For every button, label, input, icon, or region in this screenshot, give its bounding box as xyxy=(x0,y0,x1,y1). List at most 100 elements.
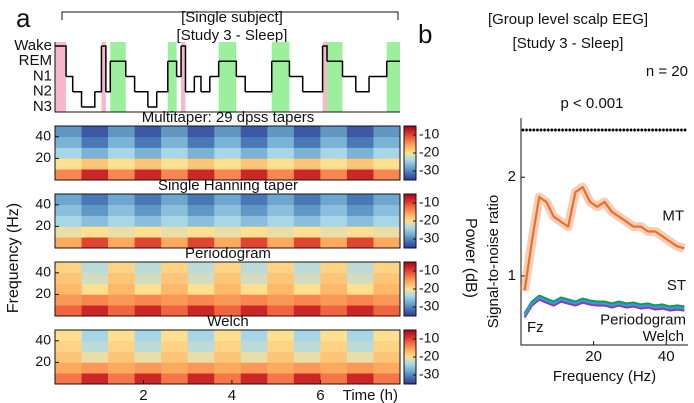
hypnogram-step xyxy=(302,46,324,93)
colorbar-tick-label: -10 xyxy=(419,330,439,346)
heatmap-cell xyxy=(320,262,348,274)
heatmap-cell xyxy=(134,237,162,249)
heatmap-cell xyxy=(267,158,295,170)
heatmap-cell xyxy=(373,158,401,170)
heatmap-cell xyxy=(55,373,82,385)
heatmap-cell xyxy=(240,294,268,306)
heatmap-cell xyxy=(346,204,374,216)
hypnogram-step xyxy=(209,61,220,78)
hypnogram-step xyxy=(271,60,291,77)
hypnogram-step xyxy=(66,75,74,92)
heatmap-cell xyxy=(161,194,188,206)
heatmap-cell xyxy=(81,204,109,216)
heatmap-cell xyxy=(267,340,295,352)
heatmap-cell xyxy=(373,136,401,148)
heatmap-cell xyxy=(373,147,401,159)
heatmap-cell xyxy=(81,194,109,206)
hypnogram-step xyxy=(236,75,246,92)
heatmap-cell xyxy=(55,147,82,159)
heatmap-cell xyxy=(320,272,348,284)
heatmap-cell xyxy=(373,204,401,216)
heatmap-cell xyxy=(293,283,321,295)
heatmap-cell xyxy=(161,272,188,284)
heatmap-cell xyxy=(187,283,215,295)
heatmap-cell xyxy=(320,340,348,352)
heatmap-cell xyxy=(346,305,374,317)
heatmap-cell xyxy=(293,215,321,227)
heatmap-cell xyxy=(373,126,401,138)
heatmap-cell xyxy=(187,330,215,342)
heatmap-cell xyxy=(240,169,268,181)
heatmap-cell xyxy=(373,237,401,249)
heatmap-cell xyxy=(293,169,321,181)
heatmap-cell xyxy=(214,147,242,159)
heatmap-cell xyxy=(55,126,82,138)
heatmap-cell xyxy=(55,351,82,363)
heatmap-cell xyxy=(267,305,295,317)
heatmap-cell xyxy=(373,226,401,238)
x-tick-label: 6 xyxy=(316,387,324,403)
heatmap-cell xyxy=(134,340,162,352)
heatmap-cell xyxy=(134,147,162,159)
heatmap-cell xyxy=(320,362,348,374)
heatmap-cell xyxy=(267,272,295,284)
heatmap-cell xyxy=(293,136,321,148)
heatmap-cell xyxy=(55,158,82,170)
hypnogram-step xyxy=(185,76,196,93)
heatmap-cell xyxy=(267,330,295,342)
hypnogram-step xyxy=(289,75,304,92)
heatmap-cell xyxy=(320,330,348,342)
heatmap-cell xyxy=(240,305,268,317)
hypnogram-step xyxy=(105,61,112,93)
y-tick-label: 40 xyxy=(35,264,51,280)
y-axis-label: Frequency (Hz) xyxy=(5,203,22,313)
heatmap-cell xyxy=(108,262,135,274)
heatmap-cell xyxy=(161,215,188,227)
heatmap-cell xyxy=(81,226,109,238)
bracket xyxy=(61,11,399,20)
heatmap-cell xyxy=(214,262,242,274)
hypnogram-step xyxy=(218,60,238,77)
heatmap-cell xyxy=(346,351,374,363)
stage-shade xyxy=(101,42,106,112)
x-axis-label: Frequency (Hz) xyxy=(553,368,656,385)
series-label: Periodogram xyxy=(600,311,686,328)
heatmap-cell xyxy=(240,283,268,295)
heatmap-cell xyxy=(161,147,188,159)
heatmap-cell xyxy=(346,294,374,306)
colorbar-tick-label: -30 xyxy=(419,162,439,178)
heatmap-cell xyxy=(320,204,348,216)
heatmap-cell xyxy=(81,237,109,249)
heatmap-cell xyxy=(134,362,162,374)
heatmap-cell xyxy=(320,126,348,138)
heatmap-cell xyxy=(373,330,401,342)
heatmap-cell xyxy=(320,169,348,181)
heatmap-cell xyxy=(214,305,242,317)
heatmap-cell xyxy=(108,272,135,284)
heatmap-cell xyxy=(320,351,348,363)
heatmap-cell xyxy=(320,147,348,159)
stage-shade xyxy=(110,42,126,112)
series-line xyxy=(523,186,685,291)
heatmap-cell xyxy=(134,294,162,306)
stage-shade xyxy=(218,42,237,112)
heatmap-cell xyxy=(108,204,135,216)
heatmap-cell xyxy=(346,283,374,295)
heatmap-cell xyxy=(214,294,242,306)
hypnogram-step xyxy=(81,91,96,108)
heatmap-cell xyxy=(293,351,321,363)
colorbar-tick-label: -20 xyxy=(419,280,439,296)
heatmap-title: Multitaper: 29 dpss tapers xyxy=(142,109,315,126)
annotation: n = 20 xyxy=(646,63,688,80)
heatmap-cell xyxy=(240,272,268,284)
heatmap-cell xyxy=(267,194,295,206)
heatmap-cell xyxy=(108,305,135,317)
series-label: MT xyxy=(662,208,684,225)
y-tick-label: 2 xyxy=(508,168,516,185)
heatmap-cell xyxy=(214,136,242,148)
heatmap-cell xyxy=(108,126,135,138)
heatmap-cell xyxy=(373,194,401,206)
heatmap-cell xyxy=(293,147,321,159)
heatmap-cell xyxy=(55,262,82,274)
colorbar-tick-label: -30 xyxy=(419,366,439,382)
